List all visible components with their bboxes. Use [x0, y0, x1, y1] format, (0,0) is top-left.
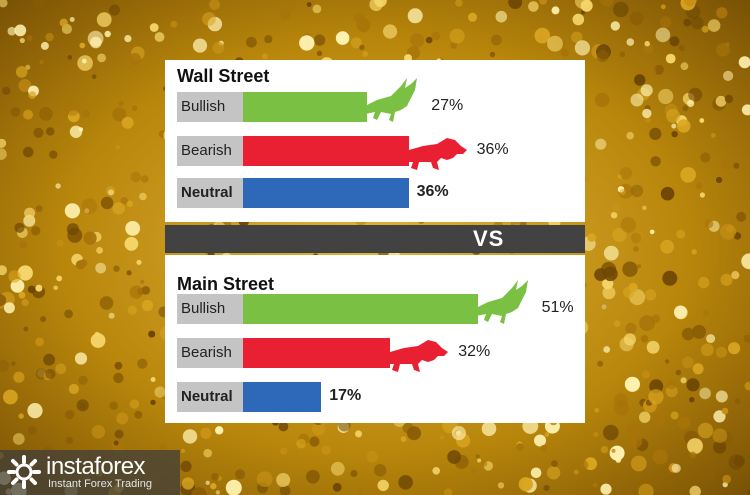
- main-street-panel: Main Street Bullish 51% Bearish 32% Neutral 1…: [165, 255, 585, 423]
- bar-bullish: [243, 294, 478, 324]
- bar-bearish: [243, 136, 409, 166]
- category-label-bearish: Bearish: [177, 136, 243, 166]
- instaforex-logo-icon: [7, 455, 41, 489]
- bear-icon: [396, 138, 467, 170]
- value-label-neutral: 17%: [329, 387, 362, 404]
- brand-name: instaforex: [46, 453, 146, 480]
- value-label-bearish: 32%: [458, 343, 491, 360]
- bull-icon: [355, 78, 418, 122]
- bull-icon: [465, 280, 528, 324]
- category-label-bullish: Bullish: [177, 294, 243, 324]
- vs-label: VS: [473, 226, 505, 251]
- value-label-bullish: 27%: [431, 97, 464, 114]
- category-label-bullish: Bullish: [177, 92, 243, 122]
- bar-neutral: [243, 178, 409, 208]
- category-label-neutral: Neutral: [177, 382, 243, 412]
- wall-street-title: Wall Street: [177, 66, 270, 86]
- bar-neutral: [243, 382, 322, 412]
- main-street-title: Main Street: [177, 274, 275, 294]
- value-label-neutral: 36%: [416, 183, 449, 200]
- vs-separator: [165, 225, 585, 253]
- wall-street-panel: Wall Street Bullish 27% Bearish 36% Neutral 3…: [165, 60, 585, 222]
- brand-tagline: Instant Forex Trading: [48, 478, 152, 490]
- category-label-neutral: Neutral: [177, 178, 243, 208]
- bar-bullish: [243, 92, 368, 122]
- category-label-bearish: Bearish: [177, 338, 243, 368]
- value-label-bearish: 36%: [476, 141, 509, 158]
- value-label-bullish: 51%: [541, 299, 574, 316]
- bear-icon: [378, 340, 449, 372]
- bar-bearish: [243, 338, 391, 368]
